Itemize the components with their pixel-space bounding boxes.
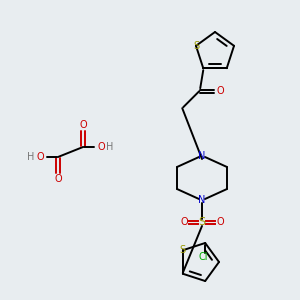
Text: O: O — [216, 86, 224, 96]
Text: O: O — [180, 217, 188, 227]
Text: O: O — [54, 174, 62, 184]
Text: O: O — [36, 152, 44, 162]
Text: O: O — [97, 142, 105, 152]
Text: N: N — [198, 151, 206, 161]
Text: S: S — [198, 217, 206, 227]
Text: H: H — [106, 142, 114, 152]
Text: O: O — [79, 120, 87, 130]
Text: O: O — [216, 217, 224, 227]
Text: N: N — [198, 195, 206, 205]
Text: S: S — [180, 245, 186, 255]
Text: S: S — [193, 41, 199, 51]
Text: H: H — [27, 152, 35, 162]
Text: Cl: Cl — [198, 252, 208, 262]
